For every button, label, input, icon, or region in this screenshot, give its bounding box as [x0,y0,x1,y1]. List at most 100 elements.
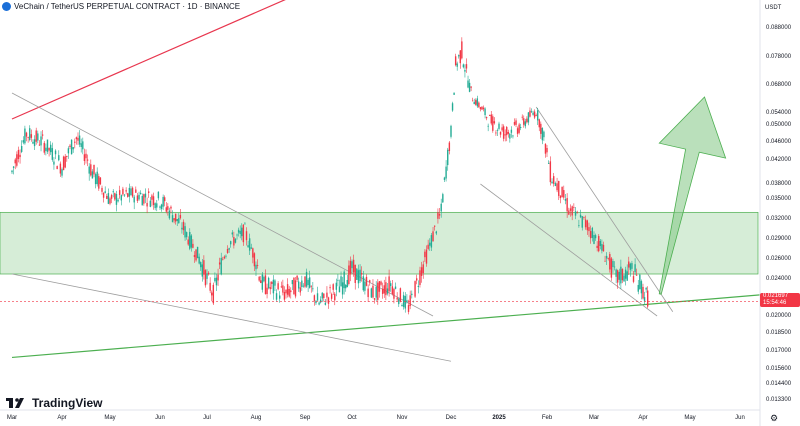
candle-body [563,190,565,198]
candle-body [267,277,270,289]
candle-body [138,194,140,200]
candle-body [12,166,15,168]
candle-body [390,283,392,287]
candle-body [637,284,639,292]
candle-body [594,235,597,239]
candle-body [151,195,153,200]
candle-body [445,166,447,179]
candle-body [484,108,486,116]
vechain-coin-icon [2,2,11,11]
candle-body [479,107,482,110]
candle-body [624,269,627,279]
candle-body [437,212,439,219]
candle-body [148,191,150,193]
candle-body [549,161,552,183]
candle-body [411,293,413,296]
candle-body [402,295,405,307]
candle-body [564,199,567,201]
bar-countdown: 15:54:46 [763,300,787,306]
candle-body [453,92,455,95]
candle-body [626,271,628,281]
y-tick-label: 0.046000 [766,139,792,145]
candle-body [327,297,330,304]
candle-body [131,187,134,197]
candle-body [561,186,563,198]
candle-body [346,279,348,288]
candle-body [359,269,361,282]
candle-body [195,249,197,261]
candle-body [22,140,24,143]
candle-body [67,148,70,154]
candle-body [51,148,54,160]
candle-body [245,231,248,241]
currency-label[interactable]: USDT [765,5,782,11]
candle-body [599,240,602,247]
candle-body [207,272,210,275]
y-tick-label: 0.029000 [766,236,792,242]
candle-body [618,271,620,280]
candle-body [432,231,434,242]
candle-body [427,244,429,249]
candle-body [324,302,327,305]
x-tick-label: Oct [347,415,357,421]
candle-body [244,223,246,225]
candle-body [179,215,182,219]
candle-body [574,211,577,216]
candle-body [139,192,142,195]
candle-body [578,225,580,227]
y-tick-label: 0.018500 [766,330,792,336]
candle-body [367,288,369,298]
candle-body [99,177,102,185]
candle-body [643,297,646,302]
candle-body [237,229,240,233]
candle-body [506,127,508,136]
candle-body [502,126,505,139]
candle-body [98,176,100,189]
candle-body [283,291,286,300]
candle-body [473,102,475,105]
candle-body [420,267,423,276]
candle-body [290,290,292,293]
candle-body [461,41,463,59]
candle-body [537,110,539,121]
candle-body [27,137,29,138]
candle-body [109,198,111,204]
y-tick-label: 0.017000 [766,348,792,354]
candle-body [510,129,513,133]
candle-body [41,134,44,136]
candle-body [521,116,523,118]
candle-body [184,226,186,238]
candle-body [583,216,585,218]
candle-body [454,56,457,66]
candle-body [74,141,76,143]
candle-body [645,287,647,290]
candle-body [456,63,458,67]
trend-line-lower-descending-line [11,273,452,362]
candle-body [272,279,275,294]
tradingview-logo[interactable]: TradingView [6,396,102,410]
candle-body [162,196,164,207]
x-tick-label: May [104,415,116,421]
candle-body [167,206,169,210]
candle-body [112,191,114,193]
candle-body [422,264,424,274]
candle-body [305,271,308,287]
candle-body [586,220,588,231]
candle-body [495,132,497,134]
candle-body [515,120,517,125]
candle-body [217,274,219,281]
candle-body [482,107,485,110]
candle-body [214,277,216,282]
candle-body [58,155,60,161]
candle-body [435,231,437,234]
candle-body [128,187,131,197]
candle-body [529,110,531,117]
candle-body [354,264,356,283]
candle-body [556,183,558,191]
candle-body [313,295,316,301]
candle-body [372,285,374,298]
gear-icon[interactable]: ⚙ [770,413,779,423]
candle-body [54,150,57,155]
x-tick-label: Mar [588,415,600,421]
